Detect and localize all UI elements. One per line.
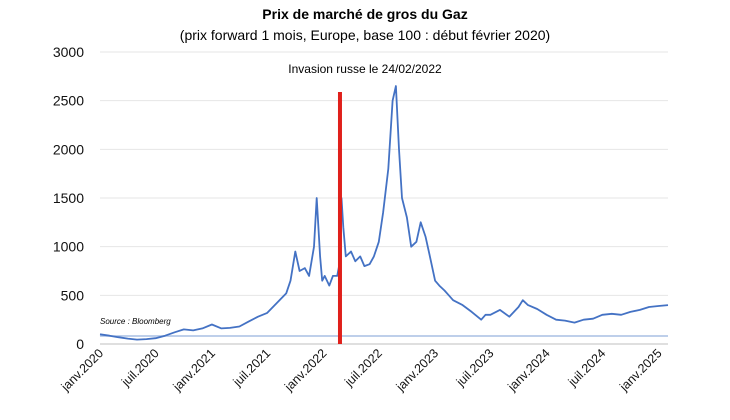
x-tick-label: juil.2023 [453,346,497,390]
source-note: Source : Bloomberg [100,317,171,326]
x-tick-label: janv.2022 [281,346,329,394]
chart-title: Prix de marché de gros du Gaz [262,6,467,22]
x-tick-label: janv.2024 [504,346,552,394]
y-tick-label: 500 [61,287,85,303]
invasion-annotation: Invasion russe le 24/02/2022 [288,62,442,76]
x-tick-label: janv.2025 [616,346,664,394]
x-tick-label: janv.2021 [170,346,218,394]
chart-subtitle: (prix forward 1 mois, Europe, base 100 :… [180,27,550,43]
y-axis-ticks: 0 500 1000 1500 2000 2500 3000 [53,44,84,352]
y-tick-label: 1500 [53,190,84,206]
x-tick-label: juil.2022 [341,346,385,390]
x-axis-ticks: janv.2020 juil.2020 janv.2021 juil.2021 janv… [58,346,665,394]
x-tick-label: juil.2024 [565,346,609,390]
y-tick-label: 2000 [53,141,84,157]
gridlines [100,51,668,345]
y-tick-label: 2500 [53,93,84,109]
gas-price-line [99,85,669,341]
x-tick-label: janv.2023 [393,346,441,394]
y-tick-label: 3000 [53,44,84,60]
x-tick-label: juil.2021 [230,346,274,390]
x-tick-label: juil.2020 [118,346,162,390]
y-tick-label: 0 [76,336,84,352]
y-tick-label: 1000 [53,239,84,255]
x-tick-label: janv.2020 [58,346,106,394]
